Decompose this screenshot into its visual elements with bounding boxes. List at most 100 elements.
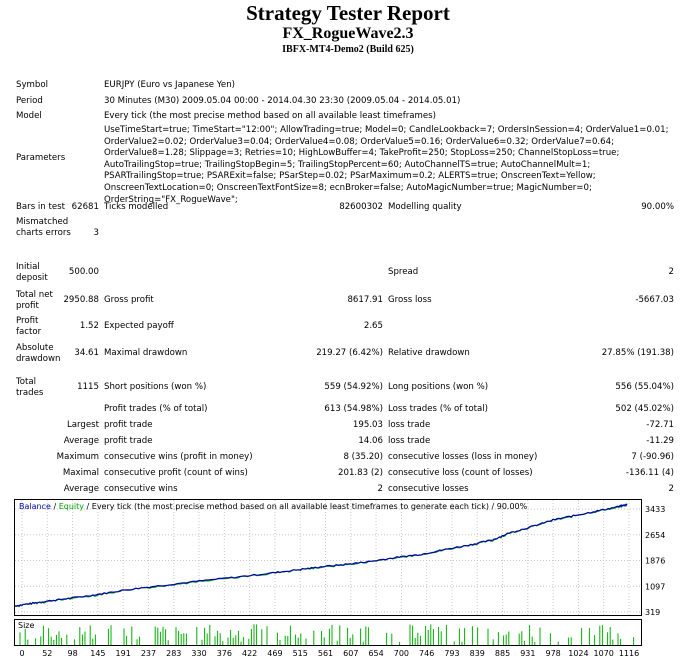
cwins-value: 8 (35.20)	[343, 452, 383, 462]
x-tick-label: 839	[470, 649, 485, 658]
expert-name: FX_RogueWave2.3	[282, 25, 414, 42]
absdd-label: Absolute drawdown	[16, 343, 61, 364]
netprofit-value: 2950.88	[63, 295, 99, 305]
x-tick-label: 654	[368, 649, 383, 658]
closses-label: consecutive losses (loss in money)	[388, 452, 538, 462]
payoff-value: 2.65	[363, 321, 383, 331]
avgwins-label: consecutive wins	[104, 484, 178, 494]
x-tick-label: 561	[318, 649, 333, 658]
chart-svg: 3433 2654 1876 1097 319 Balance / Equity / E…	[14, 499, 665, 658]
largest-label: Largest	[66, 420, 99, 430]
report-title: Strategy Tester Report	[246, 1, 450, 25]
model-label: Model	[16, 111, 42, 121]
x-tick-label: 700	[394, 649, 409, 658]
server-name: IBFX-MT4-Demo2 (Build 625)	[282, 44, 414, 55]
x-tick-label: 0	[19, 649, 24, 658]
y-tick-label: 2654	[645, 531, 665, 540]
avgwins-value: 2	[377, 484, 383, 494]
average-profit-label: profit trade	[104, 436, 153, 446]
legend-sep: /	[51, 502, 59, 511]
legend: Balance / Equity / Every tick (the most …	[19, 502, 528, 511]
closses-value: 7 (-90.96)	[631, 452, 674, 462]
x-tick-label: 145	[90, 649, 105, 658]
closs-label: consecutive loss (count of losses)	[388, 468, 533, 478]
payoff-label: Expected payoff	[104, 321, 174, 331]
parameters-value: UseTimeStart=true; TimeStart="12:00"; Al…	[104, 125, 669, 205]
largest-profit-label: profit trade	[104, 420, 153, 430]
bars-value: 62681	[71, 202, 99, 212]
ltrades-label: Loss trades (% of total)	[388, 404, 488, 414]
spread-value: 2	[668, 267, 674, 277]
x-tick-label: 515	[293, 649, 308, 658]
average-loss-label: loss trade	[388, 436, 431, 446]
legend-equity: Equity	[59, 502, 85, 511]
mismatched-label: Mismatched charts errors	[16, 217, 71, 238]
x-tick-label: 1116	[619, 649, 639, 658]
average-profit-value: 14.06	[358, 436, 383, 446]
legend-rest: / Every tick (the most precise method ba…	[84, 502, 528, 511]
maxdd-label: Maximal drawdown	[104, 348, 188, 358]
symbol-label: Symbol	[16, 80, 49, 90]
closs-value: -136.11 (4)	[625, 468, 674, 478]
maximum-label: Maximum	[56, 452, 99, 462]
avglosses-value: 2	[668, 484, 674, 494]
x-tick-label: 191	[116, 649, 131, 658]
model-value: Every tick (the most precise method base…	[104, 111, 437, 121]
x-tick-label: 931	[520, 649, 535, 658]
ptrades-label: Profit trades (% of total)	[104, 404, 208, 414]
netprofit-label: Total net profit	[16, 290, 53, 311]
x-tick-label: 746	[419, 649, 434, 658]
ptrades-value: 613 (54.98%)	[324, 404, 383, 414]
y-tick-label: 319	[645, 608, 660, 617]
spread-label: Spread	[388, 267, 419, 277]
maxdd-value: 219.27 (6.42%)	[316, 348, 383, 358]
absdd-value: 34.61	[74, 348, 99, 358]
average-loss-value: -11.29	[646, 436, 674, 446]
size-label: Size	[18, 621, 35, 630]
x-tick-label: 283	[166, 649, 181, 658]
x-tick-label: 98	[67, 649, 77, 658]
x-tick-label: 376	[217, 649, 232, 658]
size-bars	[19, 624, 635, 645]
mismatched-value: 3	[93, 228, 99, 238]
ticks-label: Ticks modelled	[104, 202, 169, 212]
ltrades-value: 502 (45.02%)	[615, 404, 674, 414]
pf-value: 1.52	[79, 321, 99, 331]
balance-chart: 3433 2654 1876 1097 319 Balance / Equity / E…	[14, 498, 686, 658]
short-label: Short positions (won %)	[104, 382, 207, 392]
short-value: 559 (54.92%)	[324, 382, 383, 392]
parameters-label: Parameters	[16, 153, 66, 163]
cprofit-value: 201.83 (2)	[338, 468, 383, 478]
y-tick-label: 3433	[645, 505, 665, 514]
x-tick-label: 237	[141, 649, 156, 658]
x-tick-label: 885	[495, 649, 510, 658]
trades-value: 1115	[77, 382, 99, 392]
grossprofit-label: Gross profit	[104, 295, 154, 305]
ticks-value: 82600302	[339, 202, 383, 212]
y-tick-label: 1097	[645, 582, 665, 591]
cwins-label: consecutive wins (profit in money)	[104, 452, 253, 462]
balance-line	[14, 503, 628, 607]
quality-label: Modelling quality	[388, 202, 462, 212]
trades-label: Total trades	[16, 377, 44, 398]
x-tick-label: 607	[343, 649, 358, 658]
symbol-value: EURJPY (Euro vs Japanese Yen)	[104, 80, 236, 90]
average-label: Average	[63, 436, 99, 446]
y-tick-label: 1876	[645, 557, 665, 566]
maximal-label: Maximal	[62, 468, 99, 478]
grossloss-value: -5667.03	[635, 295, 674, 305]
reldd-label: Relative drawdown	[388, 348, 470, 358]
largest-profit-value: 195.03	[352, 420, 383, 430]
quality-value: 90.00%	[641, 202, 674, 212]
x-tick-label: 422	[242, 649, 257, 658]
x-tick-label: 1024	[568, 649, 588, 658]
x-tick-label: 330	[191, 649, 206, 658]
largest-loss-label: loss trade	[388, 420, 431, 430]
long-label: Long positions (won %)	[388, 382, 489, 392]
bars-label: Bars in test	[16, 202, 65, 212]
period-label: Period	[16, 96, 43, 106]
pf-label: Profit factor	[16, 316, 42, 337]
grossprofit-value: 8617.91	[347, 295, 383, 305]
deposit-label: Initial deposit	[16, 262, 48, 283]
cprofit-label: consecutive profit (count of wins)	[104, 468, 248, 478]
